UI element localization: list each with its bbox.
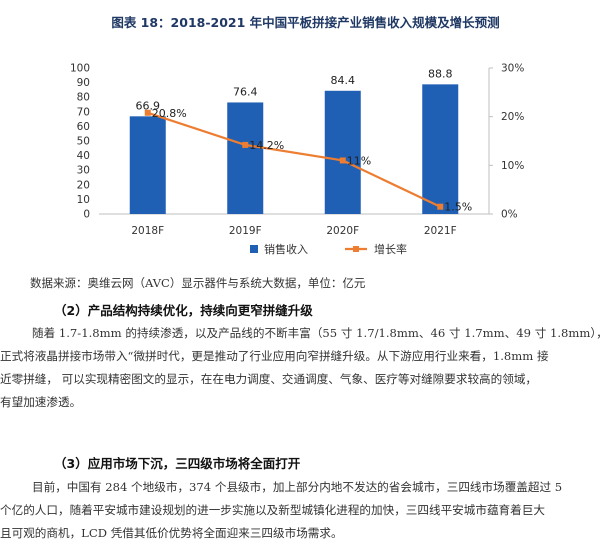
bar (324, 90, 361, 214)
bar (422, 84, 459, 215)
line-marker (437, 203, 444, 210)
growth-line (147, 111, 441, 208)
y-left-tick-label: 20 (77, 179, 90, 191)
paragraph-line: 且可观的商机，LCD 凭借其低价优势将全面迎来三四级市场需求。 (0, 526, 343, 540)
x-tick-label: 2018F (131, 225, 164, 237)
y-left-tick-label: 90 (77, 77, 90, 89)
line-marker (242, 141, 249, 148)
line-marker (144, 109, 151, 116)
bar (129, 116, 166, 214)
x-tick-label: 2021F (424, 225, 457, 237)
bar-value-label: 76.4 (233, 85, 258, 98)
y-left-tick-label: 70 (77, 106, 90, 118)
legend-bar-label: 销售收入 (264, 242, 308, 256)
y-left-tick-label: 100 (70, 63, 90, 75)
chart-legend: 销售收入 增长率 (250, 242, 407, 256)
paragraph-line: 正式将液晶拼接市场带入“微拼时代，更是推动了行业应用向窄拼缝升级。从下游应用行业… (0, 349, 549, 363)
bar-value-label: 66.9 (136, 99, 161, 112)
y-left-tick-label: 30 (77, 165, 90, 177)
growth-value-label: 11% (347, 154, 371, 167)
section-heading-3: （3）应用市场下沉，三四级市场将全面打开 (54, 456, 301, 471)
bar-value-label: 88.8 (428, 67, 453, 80)
section-heading-2: （2）产品结构持续优化，持续向更窄拼缝升级 (54, 303, 313, 318)
growth-value-label: 1.5% (444, 201, 472, 214)
y-left-tick-label: 60 (77, 121, 90, 133)
y-left-tick-label: 40 (77, 150, 90, 162)
y-right-tick-label: 20% (501, 111, 524, 123)
y-right-tick-label: 0% (501, 209, 518, 221)
line-marker (339, 157, 346, 164)
x-tick-label: 2019F (229, 225, 262, 237)
y-right-tick-label: 10% (501, 160, 524, 172)
y-left-tick-label: 10 (77, 194, 90, 206)
sales-growth-chart: 0 10 20 30 40 50 60 70 80 90 100 0% 10% 20% 30% 2018F 20… (70, 63, 524, 257)
data-labels: 66.9 76.4 84.4 88.8 20.8% 14.2% 11% 1.5% (136, 67, 473, 213)
paragraph-line: 目前，中国有 284 个地级市，374 个县级市，加上部分内地不发达的省会城市，… (32, 480, 563, 494)
paragraph-line: 随着 1.7-1.8mm 的持续渗透，以及产品线的不断丰富（55 寸 1.7/1… (32, 326, 608, 340)
growth-value-label: 20.8% (152, 107, 187, 120)
paragraph-line: 近零拼缝， 可以实现精密图文的显示，在在电力调度、交通调度、气象、医疗等对缝隙要… (0, 372, 538, 386)
legend-bar-swatch (250, 245, 258, 253)
paragraph-line: 个亿的人口，随着平安城市建设规划的进一步实施以及新型城镇化进程的加快，三四线平安… (0, 503, 545, 517)
x-tick-label: 2020F (326, 225, 359, 237)
figure-title: 图表 18：2018-2021 年中国平板拼接产业销售收入规模及增长预测 (111, 15, 500, 30)
section-2-paragraph: 随着 1.7-1.8mm 的持续渗透，以及产品线的不断丰富（55 寸 1.7/1… (0, 322, 611, 414)
y-left-tick-label: 50 (77, 136, 90, 148)
legend-line-marker (353, 246, 359, 252)
bar-series (129, 84, 459, 215)
growth-value-label: 14.2% (249, 139, 284, 152)
bar-value-label: 84.4 (331, 74, 356, 87)
line-series (144, 109, 444, 210)
y-right-tick-label: 30% (501, 63, 524, 75)
section-3-paragraph: 目前，中国有 284 个地级市，374 个县级市，加上部分内地不发达的省会城市，… (0, 476, 611, 545)
data-source-note: 数据来源：奥维云网（AVC）显示器件与系统大数据，单位：亿元 (30, 276, 366, 290)
y-left-tick-label: 0 (83, 209, 90, 221)
paragraph-line: 有望加速渗透。 (0, 395, 82, 409)
y-left-tick-label: 80 (77, 92, 90, 104)
legend-line-label: 增长率 (374, 242, 407, 256)
bar (227, 102, 264, 214)
